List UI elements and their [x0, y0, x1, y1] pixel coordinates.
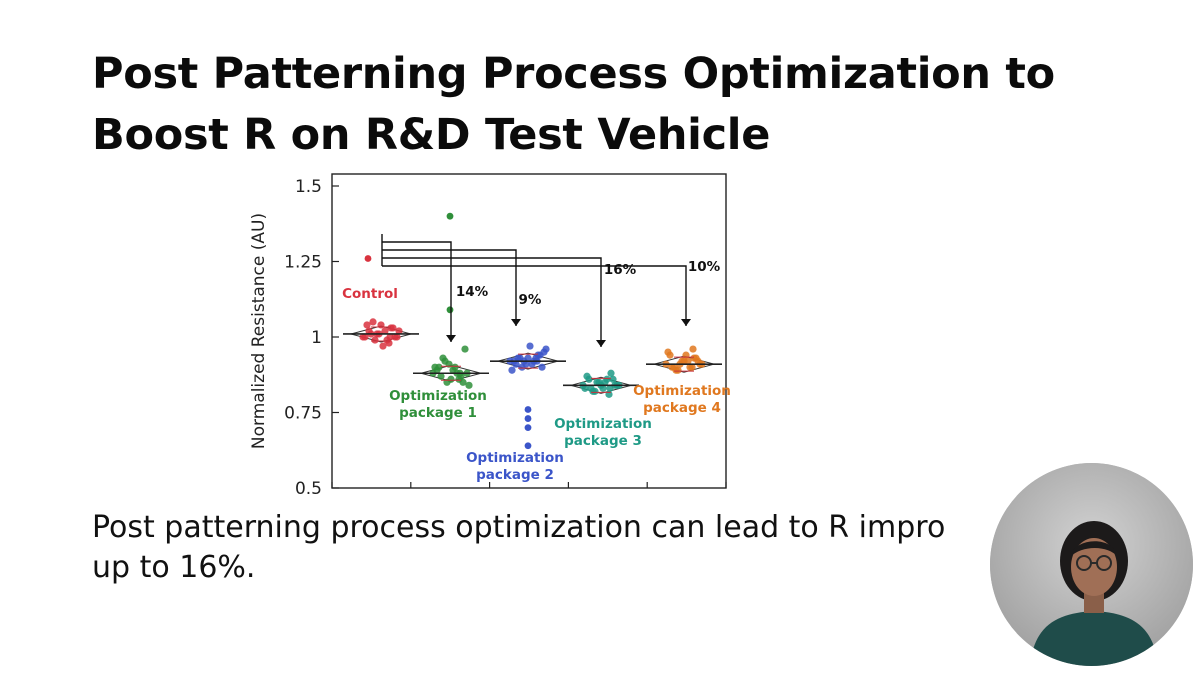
y-axis-label: Normalized Resistance (AU) — [249, 213, 269, 449]
y-tick-label: 0.75 — [284, 404, 322, 424]
data-point — [379, 342, 387, 350]
group-label: Optimization — [554, 416, 652, 432]
data-point — [439, 354, 447, 362]
data-point — [664, 348, 672, 356]
group-label: Optimization — [389, 388, 487, 404]
y-tick-label: 1.25 — [284, 253, 322, 273]
presenter-video-icon — [990, 463, 1193, 666]
data-point — [449, 366, 457, 374]
data-point — [447, 375, 455, 383]
data-point — [534, 351, 542, 359]
outlier-point — [524, 406, 532, 413]
data-point — [512, 360, 520, 368]
y-tick-label: 0.5 — [295, 479, 322, 499]
data-point — [668, 363, 676, 371]
data-point — [361, 333, 369, 341]
slide-title: Post Patterning Process Optimization to … — [92, 44, 1055, 166]
slide-body-line-2: up to 16%. — [92, 550, 256, 585]
resistance-chart: 0.5 0.75 1 1.25 1.5 Normalized Resistance (AU… — [249, 173, 731, 499]
data-point — [585, 375, 593, 383]
y-tick-label: 1 — [311, 328, 322, 348]
group-label: package 1 — [399, 405, 477, 421]
data-point — [465, 381, 473, 389]
data-point — [435, 363, 443, 371]
outlier-point — [364, 255, 372, 262]
improvement-annotation: 16% — [604, 262, 637, 278]
data-point — [680, 357, 688, 365]
data-point — [369, 318, 377, 326]
data-point — [538, 363, 546, 371]
data-point — [526, 342, 534, 350]
data-point — [524, 354, 532, 362]
data-point — [363, 321, 371, 329]
slide-title-line-1: Post Patterning Process Optimization to — [92, 49, 1055, 99]
data-point — [607, 369, 615, 377]
y-tick-label: 1.5 — [295, 177, 322, 197]
data-point — [395, 327, 403, 335]
group-label: package 2 — [476, 467, 554, 483]
data-point — [689, 345, 697, 353]
slide-body-text: Post patterning process optimization can… — [92, 508, 992, 588]
outlier-point — [524, 415, 532, 422]
data-point — [581, 384, 589, 392]
presenter-webcam — [990, 463, 1193, 666]
improvement-annotation: 10% — [688, 259, 721, 275]
data-point — [542, 345, 550, 353]
data-point — [686, 363, 694, 371]
improvement-annotation: 9% — [519, 292, 542, 308]
group-label: Optimization — [633, 383, 731, 399]
comparison-arrowhead — [511, 319, 521, 326]
group-label: package 4 — [643, 400, 721, 416]
plot-frame — [331, 173, 727, 489]
data-point — [603, 375, 611, 383]
data-point — [437, 372, 445, 380]
slide-title-line-2: Boost R on R&D Test Vehicle — [92, 110, 771, 160]
comparison-arrowhead — [596, 340, 606, 347]
data-point — [386, 333, 394, 341]
data-point — [694, 357, 702, 365]
outlier-point — [524, 442, 532, 450]
comparison-bracket — [382, 257, 602, 347]
outlier-point — [446, 212, 454, 220]
data-point — [606, 384, 614, 392]
data-point — [387, 324, 395, 332]
improvement-annotation: 14% — [456, 284, 489, 300]
data-point — [381, 327, 389, 335]
data-point — [461, 345, 469, 353]
comparison-bracket — [382, 265, 687, 326]
outlier-point — [446, 306, 454, 314]
data-point — [371, 336, 379, 344]
group-label: Control — [342, 286, 398, 302]
comparison-bracket — [382, 249, 517, 326]
data-point — [365, 327, 373, 335]
comparison-arrowhead — [446, 335, 456, 342]
group-label: package 3 — [564, 433, 642, 449]
comparison-arrowhead — [681, 319, 691, 326]
slide-body-line-1: Post patterning process optimization can… — [92, 510, 946, 545]
data-point — [589, 387, 597, 395]
group-label: Optimization — [466, 450, 564, 466]
outlier-point — [524, 424, 532, 431]
data-point — [508, 366, 516, 374]
data-point — [609, 375, 617, 383]
data-point — [391, 333, 399, 341]
comparison-bracket — [382, 241, 452, 342]
